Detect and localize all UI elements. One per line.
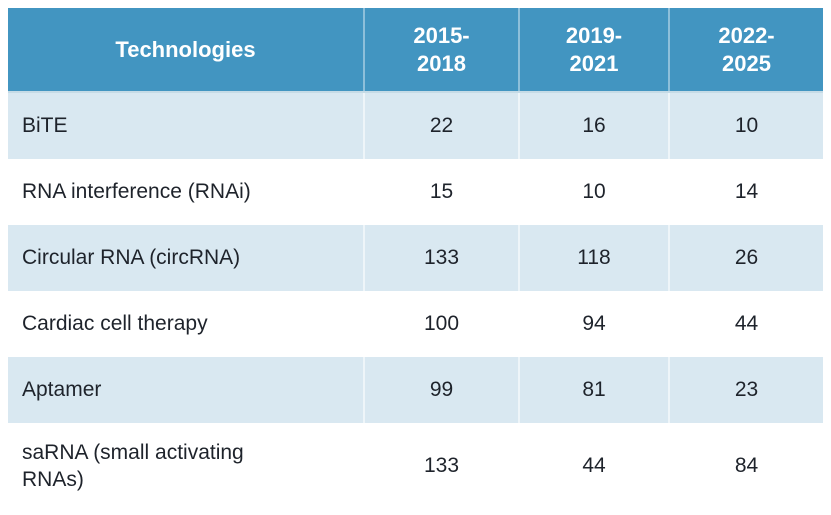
row-label: RNA interference (RNAi) (22, 180, 251, 204)
column-header-2015-2018: 2015- 2018 (363, 8, 518, 91)
cell-value: 15 (363, 159, 518, 225)
cell-value: 44 (518, 423, 668, 509)
table-row: Aptamer 99 81 23 (8, 357, 823, 423)
cell-value: 133 (363, 423, 518, 509)
cell-value: 14 (668, 159, 823, 225)
row-label: BiTE (22, 114, 68, 138)
row-label: saRNA (small activating RNAs) (22, 440, 244, 491)
cell-value: 16 (518, 93, 668, 159)
cell-value: 94 (518, 291, 668, 357)
cell-value: 99 (363, 357, 518, 423)
column-header-technologies: Technologies (115, 36, 256, 62)
cell-value: 100 (363, 291, 518, 357)
row-label: Circular RNA (circRNA) (22, 246, 241, 270)
cell-value: 118 (518, 225, 668, 291)
cell-value: 10 (668, 93, 823, 159)
cell-value: 133 (363, 225, 518, 291)
technologies-table: Technologies 2015- 2018 2019- 2021 2022-… (8, 8, 823, 509)
cell-value: 44 (668, 291, 823, 357)
column-header-2019-2021: 2019- 2021 (518, 8, 668, 91)
table-row: RNA interference (RNAi) 15 10 14 (8, 159, 823, 225)
column-header-2022-2025: 2022- 2025 (668, 8, 823, 91)
table-row: saRNA (small activating RNAs) 133 44 84 (8, 423, 823, 509)
table-header-row: Technologies 2015- 2018 2019- 2021 2022-… (8, 8, 823, 93)
table-row: Circular RNA (circRNA) 133 118 26 (8, 225, 823, 291)
row-label: Cardiac cell therapy (22, 312, 208, 336)
cell-value: 26 (668, 225, 823, 291)
cell-value: 23 (668, 357, 823, 423)
row-label: Aptamer (22, 378, 102, 402)
table-row: BiTE 22 16 10 (8, 93, 823, 159)
cell-value: 84 (668, 423, 823, 509)
cell-value: 22 (363, 93, 518, 159)
table-row: Cardiac cell therapy 100 94 44 (8, 291, 823, 357)
cell-value: 81 (518, 357, 668, 423)
cell-value: 10 (518, 159, 668, 225)
